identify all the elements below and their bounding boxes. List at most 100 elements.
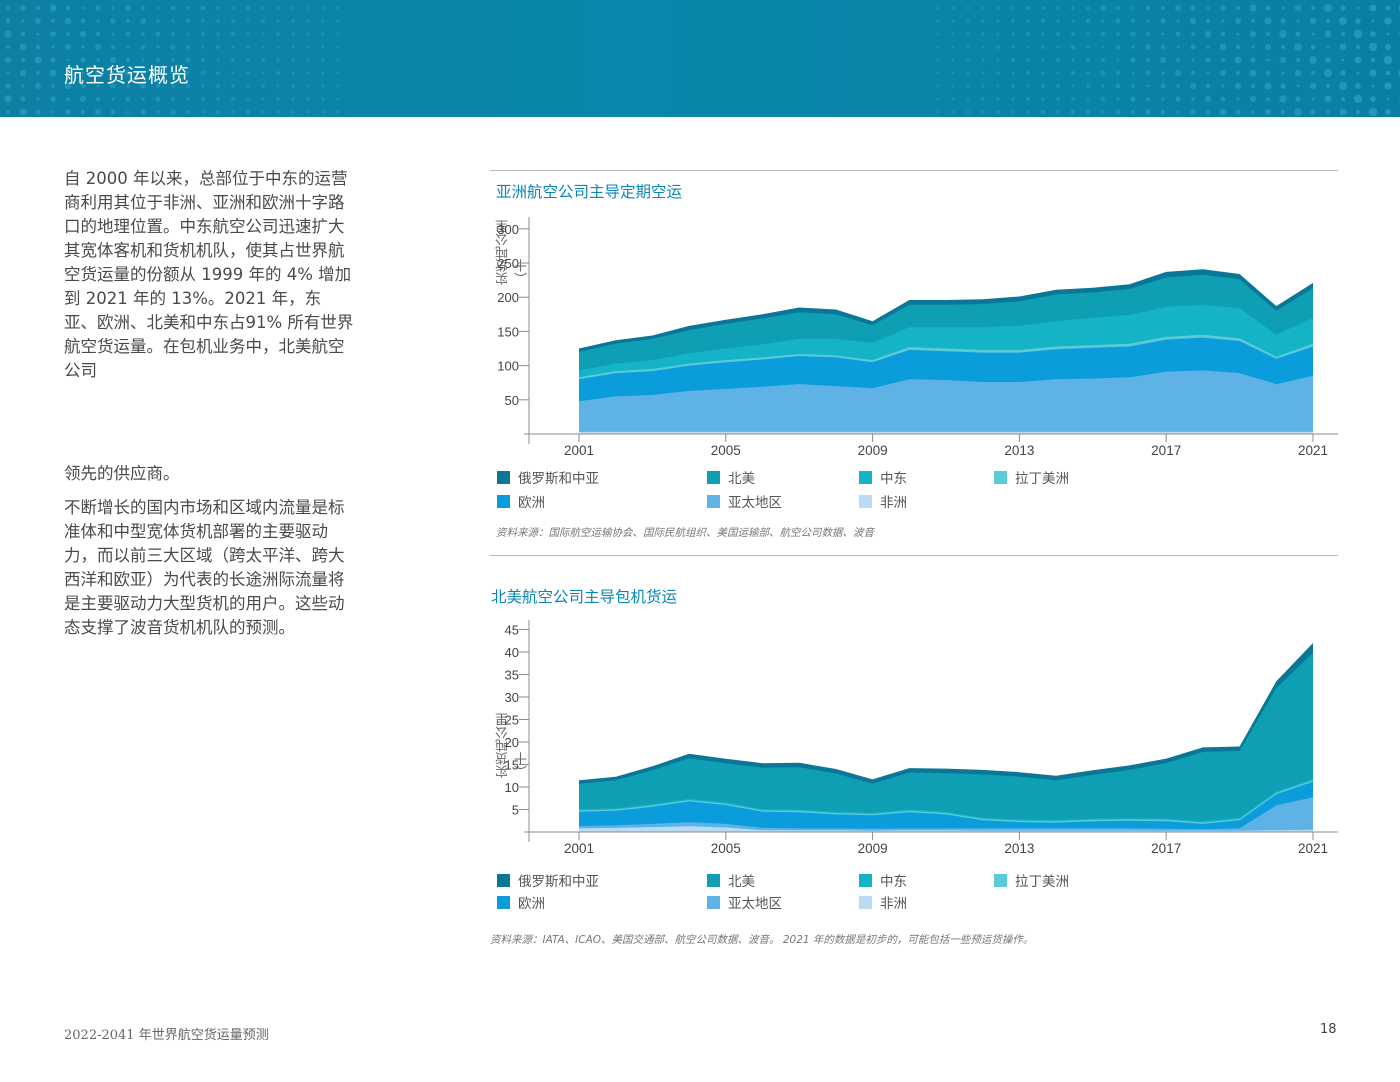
header-dot: [1130, 83, 1136, 89]
header-dot: [170, 70, 176, 76]
header-dot: [50, 57, 56, 63]
header-dot: [1370, 31, 1376, 37]
header-dot: [170, 5, 176, 11]
header-dot: [1234, 56, 1242, 64]
header-dot: [111, 97, 115, 101]
header-dot: [1368, 42, 1378, 52]
header-dot: [1085, 83, 1091, 89]
header-dot: [1175, 31, 1181, 37]
header-dot: [1026, 110, 1030, 114]
header-dot: [966, 58, 970, 62]
header-dot: [140, 109, 146, 115]
header-dot: [95, 31, 101, 37]
header-dot: [291, 97, 295, 101]
header-dot: [996, 45, 1000, 49]
header-dot: [81, 110, 85, 114]
header-dot: [1115, 109, 1121, 115]
header-dot: [80, 18, 86, 24]
header-dot: [66, 97, 70, 101]
header-dot: [966, 32, 970, 36]
header-dot: [1324, 69, 1332, 77]
header-dot: [321, 97, 325, 101]
header-dot: [1100, 5, 1106, 11]
header-dot: [1249, 4, 1257, 12]
paragraph-text: 领先的供应商。: [64, 464, 180, 483]
header-dot: [1341, 58, 1345, 62]
header-dot: [261, 71, 265, 75]
header-dot: [1070, 5, 1076, 11]
header-dot: [321, 84, 325, 88]
header-dot: [1371, 19, 1375, 23]
area-africa: [579, 826, 1313, 832]
header-dot: [156, 71, 160, 75]
header-dot: [1311, 97, 1315, 101]
header-dot: [185, 44, 191, 50]
header-dot: [1371, 84, 1375, 88]
header-dot: [1369, 69, 1377, 77]
header-dot: [1026, 58, 1030, 62]
header-dot: [1370, 57, 1376, 63]
header-dot: [1161, 32, 1165, 36]
header-dot: [261, 32, 265, 36]
legend-item-north_america: 北美: [707, 870, 755, 890]
header-dot: [95, 96, 101, 102]
header-dot: [1161, 6, 1165, 10]
header-dot: [1011, 110, 1015, 114]
header-dot: [981, 84, 985, 88]
header-dot: [246, 19, 250, 23]
header-dot: [306, 19, 310, 23]
header-dot: [1280, 83, 1286, 89]
header-dot: [1101, 19, 1105, 23]
header-dot: [230, 57, 236, 63]
header-dot: [936, 45, 940, 49]
legend-label: 亚太地区: [728, 495, 782, 511]
header-dot: [125, 70, 131, 76]
y-tick-label: 35: [505, 668, 519, 683]
x-tick-label: 2001: [564, 443, 594, 458]
header-dot: [1206, 110, 1210, 114]
header-dot: [1356, 71, 1360, 75]
header-dot: [936, 71, 940, 75]
header-dot: [1264, 43, 1272, 51]
header-dot: [36, 71, 40, 75]
y-tick-label: 5: [512, 803, 519, 818]
header-dot: [125, 96, 131, 102]
legend-label: 中东: [880, 471, 907, 487]
header-dot: [336, 19, 340, 23]
header-dot: [141, 58, 145, 62]
header-dot: [171, 19, 175, 23]
header-dot: [20, 96, 26, 102]
legend-swatch: [497, 494, 510, 508]
header-dot: [1340, 96, 1346, 102]
header-dot: [1264, 108, 1272, 116]
header-dot: [140, 83, 146, 89]
header-dot: [1326, 45, 1330, 49]
header-dot: [1115, 18, 1121, 24]
header-dot: [1310, 44, 1316, 50]
header-dot: [231, 19, 235, 23]
header-dot: [1011, 71, 1015, 75]
header-dot: [201, 84, 205, 88]
chart1-title: 亚洲航空公司主导定期空运: [496, 183, 683, 201]
header-dot: [1236, 6, 1240, 10]
header-dot: [34, 56, 42, 64]
x-tick-label: 2021: [1298, 443, 1328, 458]
header-dot: [140, 18, 146, 24]
header-dot: [1101, 45, 1105, 49]
header-dot: [19, 43, 27, 51]
legend-label: 北美: [728, 471, 755, 487]
y-tick-label: 50: [505, 393, 519, 408]
header-dot: [1056, 45, 1060, 49]
y-tick-label: 100: [497, 359, 519, 374]
header-dot: [36, 97, 40, 101]
header-dot: [1041, 71, 1045, 75]
header-dot: [1130, 31, 1136, 37]
header-dot: [1206, 6, 1210, 10]
header-dot: [1220, 70, 1226, 76]
header-dot: [95, 5, 101, 11]
header-dot: [336, 97, 340, 101]
header-dot: [1100, 70, 1106, 76]
header-dot: [981, 71, 985, 75]
legend-item-europe: 欧洲: [497, 491, 545, 511]
header-dot: [4, 56, 12, 64]
